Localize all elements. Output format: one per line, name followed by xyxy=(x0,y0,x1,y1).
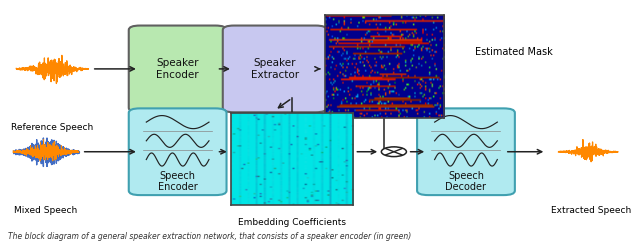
FancyBboxPatch shape xyxy=(223,25,327,112)
FancyBboxPatch shape xyxy=(129,25,227,112)
Text: Extracted Speech: Extracted Speech xyxy=(551,206,632,215)
Circle shape xyxy=(381,147,406,157)
Text: Speaker
Extractor: Speaker Extractor xyxy=(251,58,299,80)
Text: Speaker
Encoder: Speaker Encoder xyxy=(156,58,199,80)
Text: Speech
Encoder: Speech Encoder xyxy=(158,171,198,192)
FancyBboxPatch shape xyxy=(129,108,227,195)
Text: Reference Speech: Reference Speech xyxy=(11,123,93,132)
Text: Estimated Mask: Estimated Mask xyxy=(476,47,553,57)
Text: Speech
Decoder: Speech Decoder xyxy=(445,171,486,192)
FancyBboxPatch shape xyxy=(417,108,515,195)
Text: The block diagram of a general speaker extraction network, that consists of a sp: The block diagram of a general speaker e… xyxy=(8,233,412,242)
Text: Mixed Speech: Mixed Speech xyxy=(14,206,77,215)
Text: Embedding Coefficients: Embedding Coefficients xyxy=(238,218,346,227)
